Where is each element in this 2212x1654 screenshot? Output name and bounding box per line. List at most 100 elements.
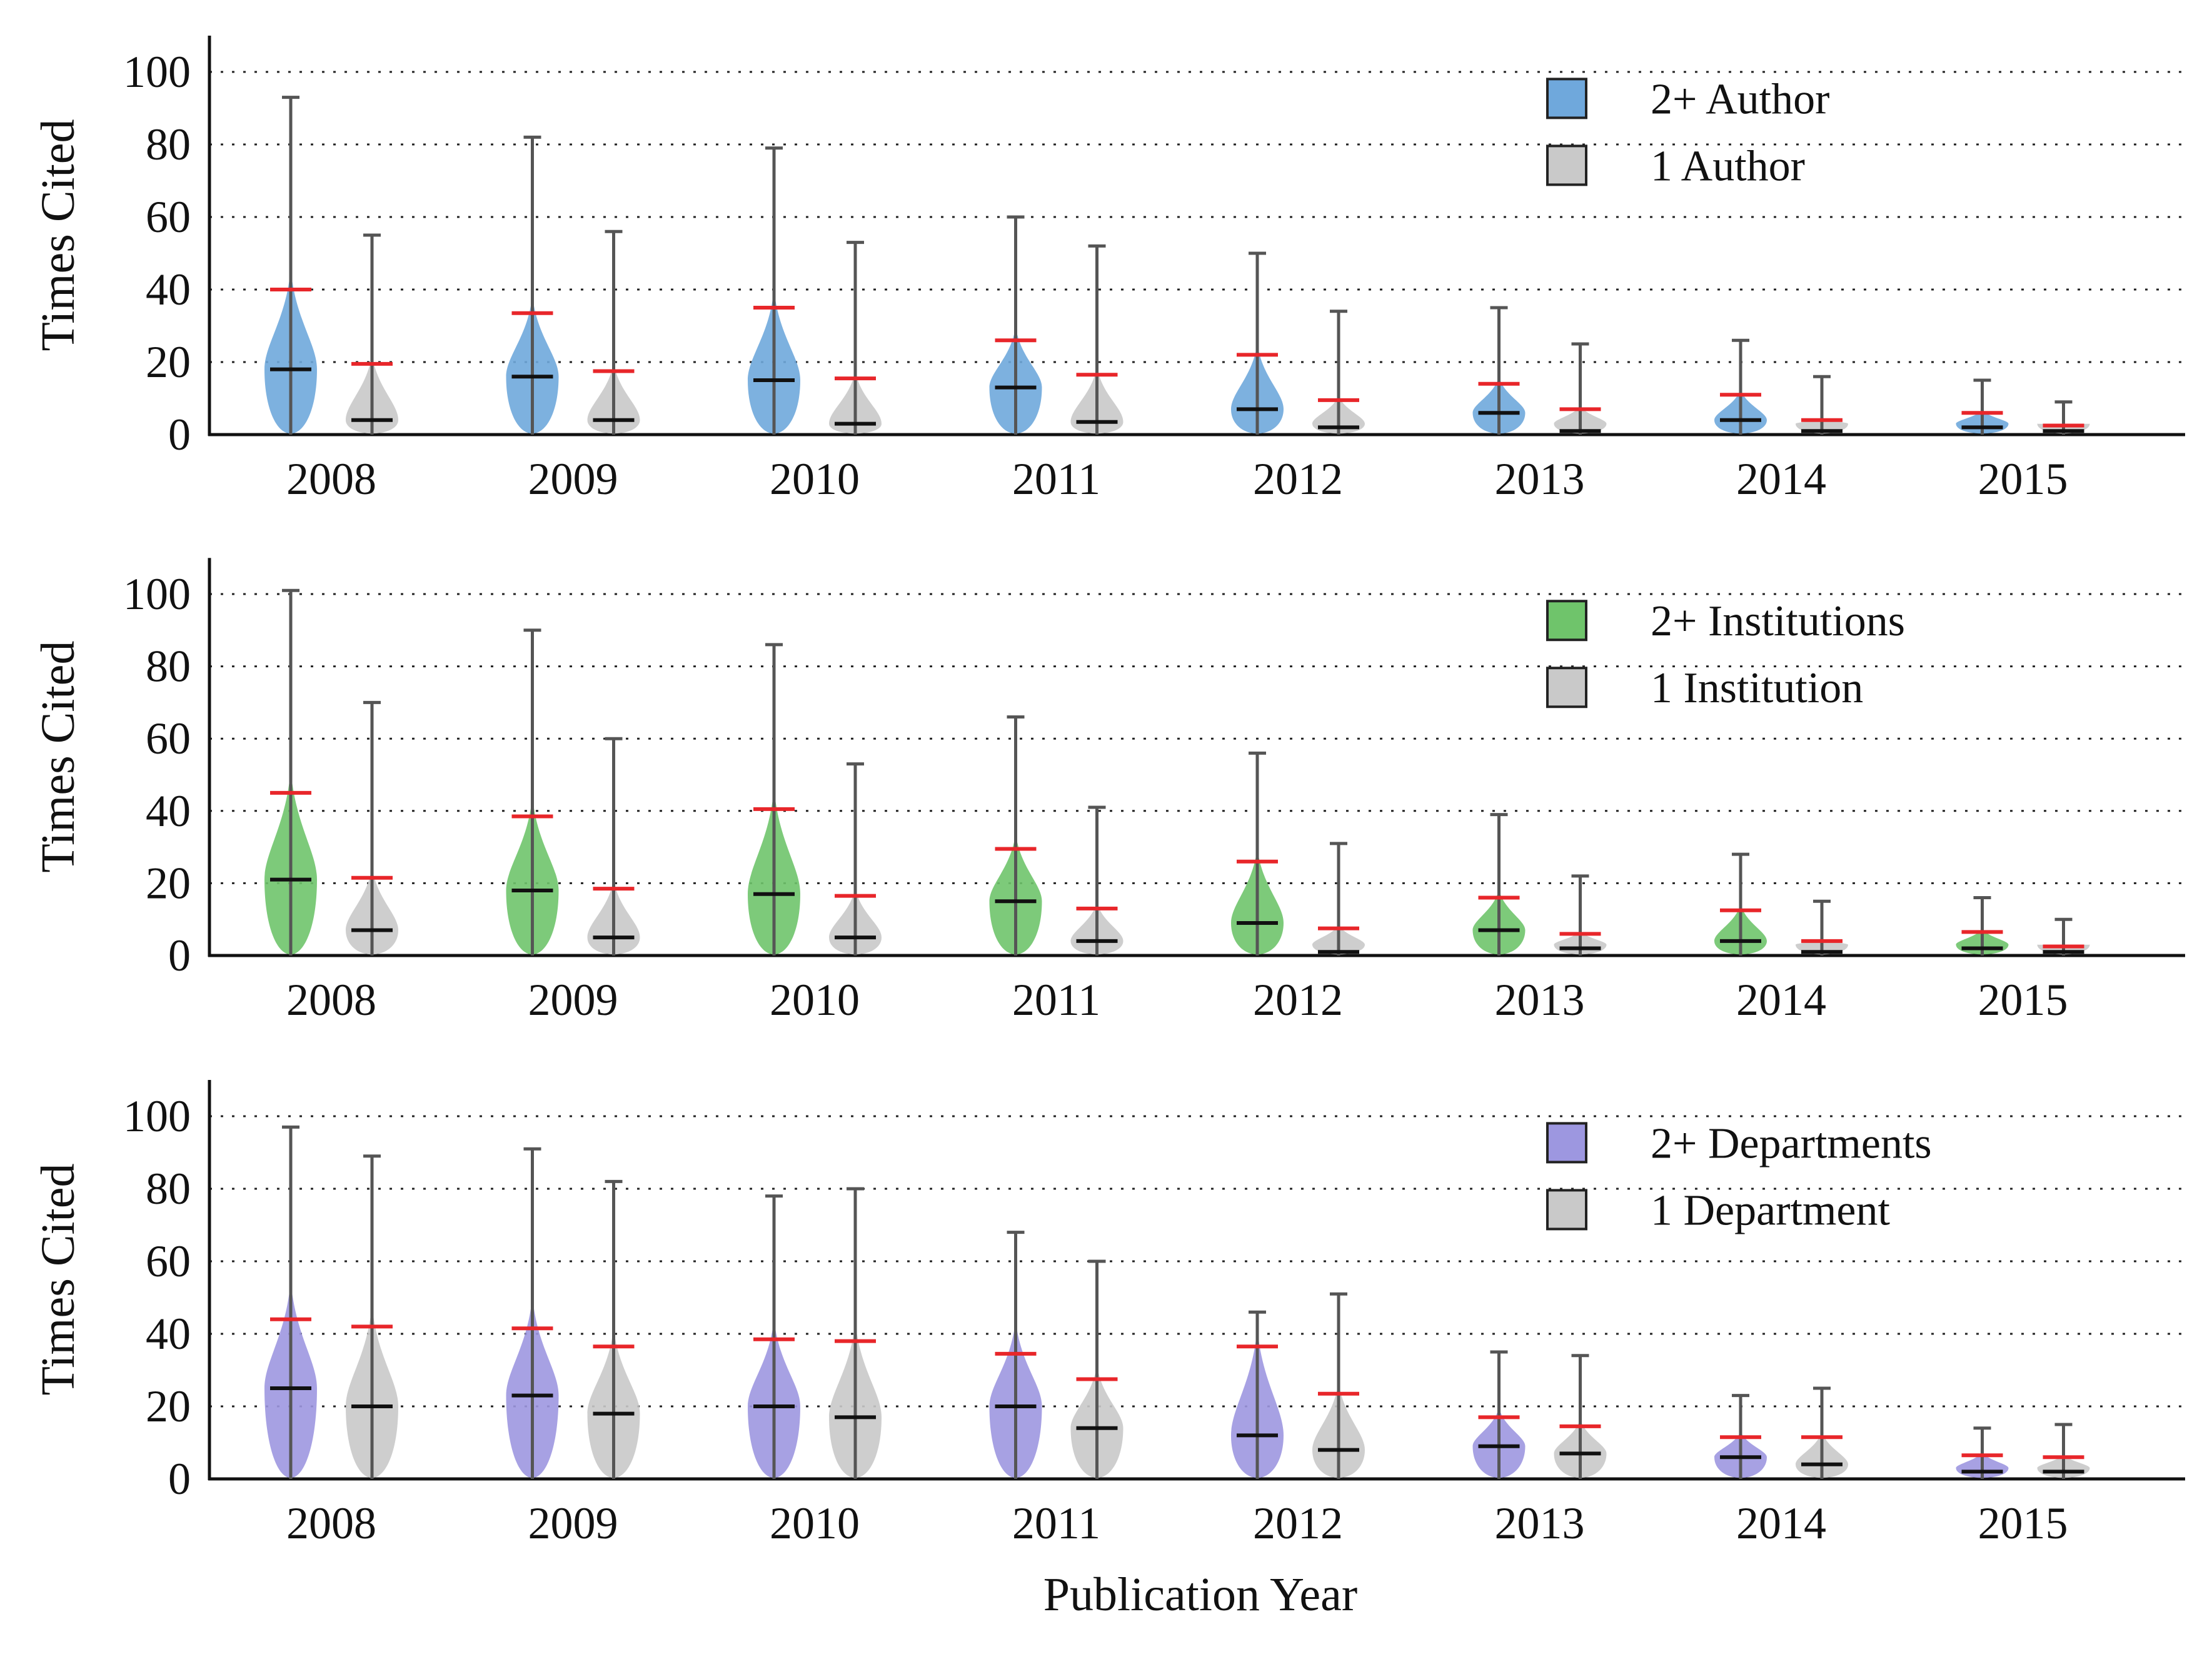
violin-2-institutions-2014 [1714,852,1767,956]
x-tick-label: 2015 [1978,975,2068,1025]
x-tick-label: 2009 [528,454,618,504]
x-tick-label: 2012 [1253,1498,1343,1548]
x-axis-title: Publication Year [1043,1568,1357,1621]
x-tick-label: 2008 [286,975,376,1025]
panel-1: 0 20 40 60 80 100 Times Cited 2008 2009 2010 2011 2… [32,36,2185,504]
x-tick-label: 2015 [1978,1498,2068,1548]
x-tick-label: 2010 [770,454,860,504]
y-tick-label: 40 [146,265,191,315]
x-tick-label: 2013 [1495,1498,1585,1548]
legend-entry: 2+ Institutions [1546,597,1905,645]
x-tick-label: 2010 [770,975,860,1025]
violin-1-author-2010 [829,241,882,435]
violin-2-author-2015 [1956,378,2009,435]
violin-2-institutions-2009 [506,628,559,956]
violin-1-department-2014 [1796,1386,1848,1479]
legend-label: 2+ Author [1651,75,1829,123]
violin-2-author-2008 [264,96,317,435]
violin-1-department-2013 [1554,1354,1607,1479]
violin-1-institution-2011 [1070,805,1124,956]
violin-1-department-2011 [1070,1259,1124,1479]
violin-1-department-2009 [587,1179,640,1479]
violin-2-departments-2012 [1231,1310,1284,1479]
y-tick-label: 0 [168,930,191,981]
x-tick-label: 2013 [1495,454,1585,504]
y-tick-label: 80 [146,642,191,692]
violin-2-institutions-2015 [1956,896,2009,956]
y-tick-label: 80 [146,1164,191,1214]
violin-2-departments-2008 [264,1125,317,1479]
violin-1-institution-2010 [829,762,882,956]
x-tick-label: 2009 [528,1498,618,1548]
violin-1-department-2008 [346,1154,398,1479]
violin-2-departments-2014 [1714,1394,1767,1479]
y-tick-label: 100 [123,47,191,97]
legend-label: 1 Author [1651,142,1805,190]
x-tick-label: 2008 [286,1498,376,1548]
legend-swatch [1546,600,1587,642]
legend-entry: 1 Department [1546,1186,1890,1234]
y-tick-label: 20 [146,337,191,387]
violin-1-department-2012 [1312,1292,1365,1479]
violin-1-institution-2012 [1312,842,1365,956]
legend-swatch [1546,1189,1587,1231]
y-tick-label: 60 [146,192,191,242]
violin-2-institutions-2011 [989,715,1042,956]
chart-panels: 0 20 40 60 80 100 Times Cited 2008 2009 2010 2011 2… [32,36,2185,1548]
violin-1-department-2015 [2037,1423,2090,1479]
x-tick-label: 2011 [1012,454,1100,504]
violin-1-institution-2009 [587,737,640,956]
violin-2-departments-2010 [748,1194,800,1479]
violin-1-institution-2015 [2037,917,2090,956]
violin-2-author-2014 [1714,338,1767,435]
violin-2-author-2013 [1472,306,1526,435]
x-tick-label: 2014 [1736,1498,1826,1548]
legend-entry: 1 Institution [1546,664,1863,712]
y-tick-label: 60 [146,714,191,764]
y-tick-label: 20 [146,1381,191,1431]
y-tick-label: 40 [146,1309,191,1359]
x-tick-label: 2008 [286,454,376,504]
x-tick-label: 2011 [1012,975,1100,1025]
legend-entry: 2+ Author [1546,75,1829,123]
legend-swatch [1546,667,1587,708]
y-axis-title: Times Cited [32,641,84,873]
violin-1-author-2014 [1796,375,1848,435]
violin-2-departments-2009 [506,1147,559,1479]
violin-1-author-2013 [1554,342,1607,435]
violin-1-author-2011 [1070,244,1124,435]
legend-entry: 2+ Departments [1546,1119,1932,1167]
x-tick-label: 2010 [770,1498,860,1548]
violin-2-author-2009 [506,135,559,435]
legend-entry: 1 Author [1546,142,1805,190]
legend-label: 2+ Departments [1651,1119,1932,1167]
violin-2-institutions-2008 [264,588,317,956]
y-tick-label: 100 [123,1091,191,1141]
legend-label: 1 Institution [1651,664,1863,712]
legend-label: 2+ Institutions [1651,597,1905,645]
x-tick-label: 2013 [1495,975,1585,1025]
x-tick-label: 2015 [1978,454,2068,504]
x-tick-label: 2009 [528,975,618,1025]
violin-2-institutions-2013 [1472,813,1526,956]
violin-2-author-2012 [1231,251,1284,435]
legend-swatch [1546,1122,1587,1164]
legend-swatch [1546,78,1587,119]
violin-2-departments-2015 [1956,1426,2009,1479]
y-tick-label: 20 [146,858,191,908]
violin-1-institution-2013 [1554,874,1607,956]
y-tick-label: 60 [146,1236,191,1286]
violin-1-author-2008 [346,233,398,435]
violin-2-author-2011 [989,215,1042,435]
violin-2-departments-2013 [1472,1350,1526,1479]
panel-2: 0 20 40 60 80 100 Times Cited 2008 2009 2010 2011 2… [32,558,2185,1025]
violin-1-author-2015 [2037,400,2090,435]
violin-2-author-2010 [748,146,800,435]
panel-3: 0 20 40 60 80 100 Times Cited 2008 2009 2010 2011 2… [32,1080,2185,1548]
y-tick-label: 80 [146,119,191,169]
violin-1-institution-2008 [346,700,398,956]
violin-1-institution-2014 [1796,899,1848,956]
y-tick-label: 100 [123,569,191,619]
y-tick-label: 0 [168,410,191,460]
